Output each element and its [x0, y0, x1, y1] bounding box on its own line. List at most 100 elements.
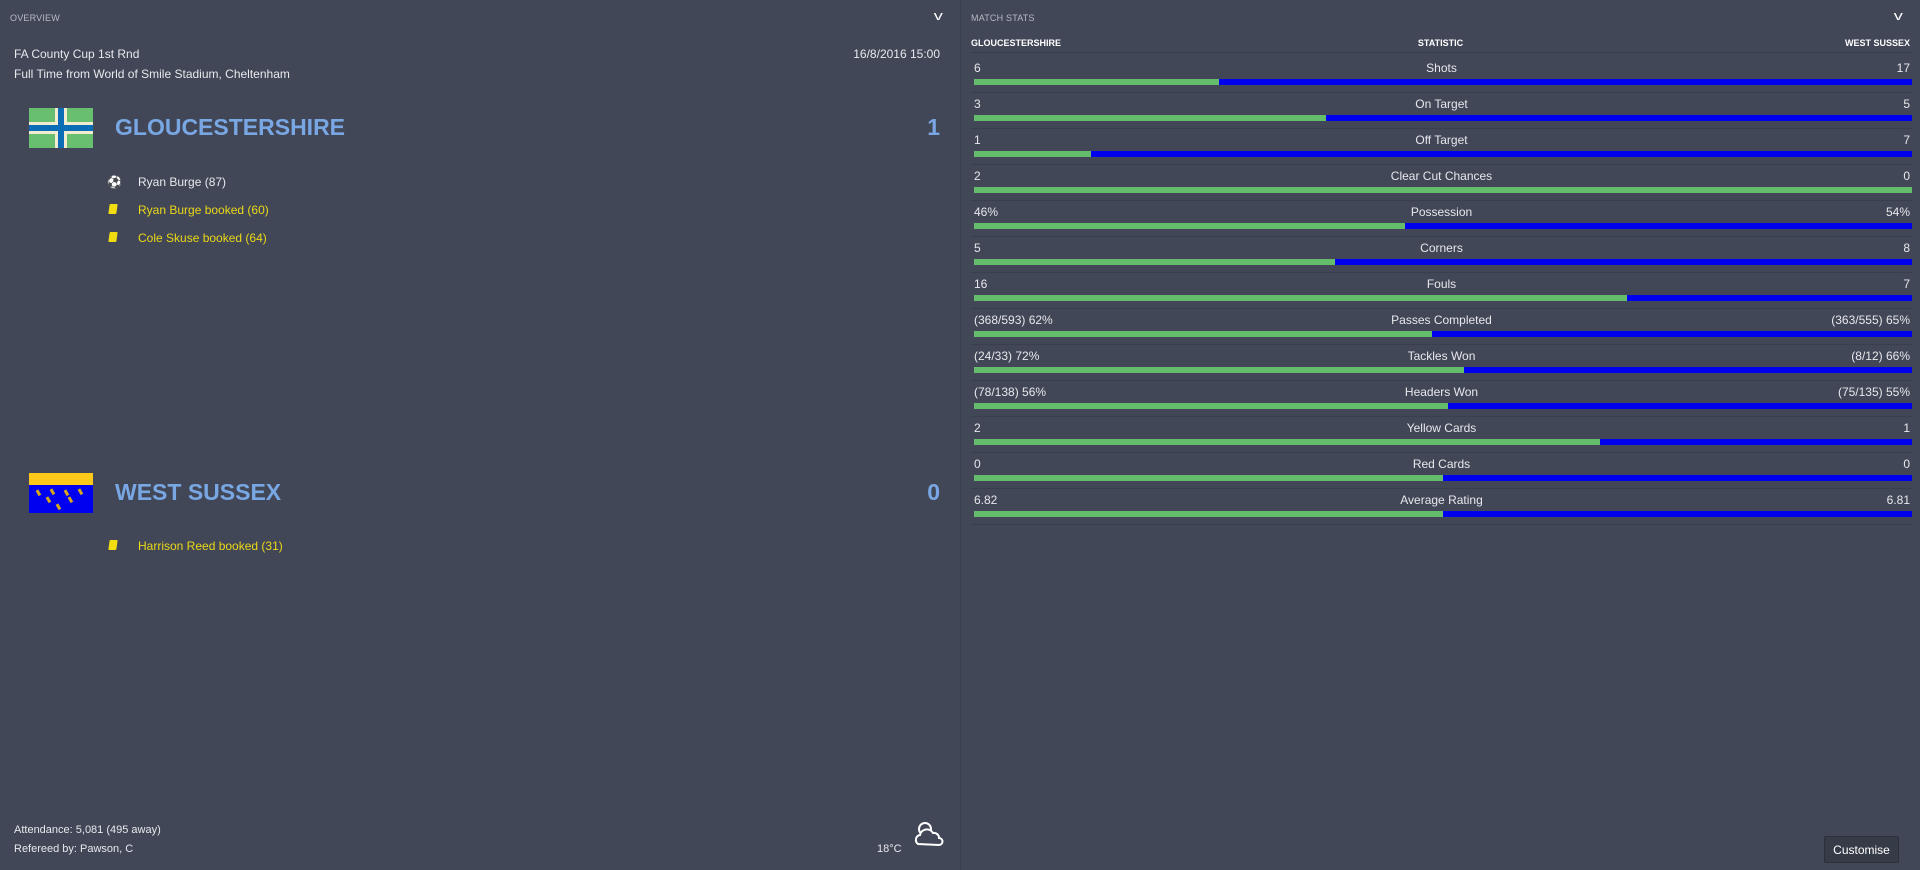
home-bar-segment: [974, 115, 1326, 121]
stat-label: Red Cards: [1412, 457, 1471, 471]
stat-label: Possession: [1410, 205, 1473, 219]
stat-row: 6.82 Average Rating 6.81: [971, 489, 1912, 525]
away-value: (8/12) 66%: [1851, 349, 1910, 363]
goal-ball-icon: ⚽: [107, 175, 122, 189]
home-bar-segment: [974, 511, 1443, 517]
stat-label: Off Target: [1415, 133, 1468, 147]
stat-row: (368/593) 62% Passes Completed (363/555) 6…: [971, 309, 1912, 345]
away-value: 5: [1903, 97, 1910, 111]
home-bar-segment: [974, 79, 1219, 85]
stat-row: (78/138) 56% Headers Won (75/135) 55%: [971, 381, 1912, 417]
attendance: Attendance: 5,081 (495 away): [14, 824, 161, 836]
away-value: 8: [1903, 241, 1910, 255]
stat-label: Yellow Cards: [1406, 421, 1477, 435]
column-header-away[interactable]: WEST SUSSEX: [1844, 38, 1910, 48]
column-header-statistic[interactable]: STATISTIC: [1417, 38, 1464, 48]
match-stats-title: MATCH STATS: [971, 13, 1035, 23]
away-value: 7: [1903, 277, 1910, 291]
stat-row: 1 Off Target 7: [971, 129, 1912, 165]
away-value: 7: [1903, 133, 1910, 147]
event-goal: ⚽ Ryan Burge (87): [107, 175, 226, 189]
stat-label: Average Rating: [1400, 493, 1483, 507]
stat-row: 6 Shots 17: [971, 57, 1912, 93]
stat-comparison-bar: [974, 115, 1912, 121]
home-value: (24/33) 72%: [974, 349, 1040, 363]
home-value: 6: [974, 61, 981, 75]
home-value: 3: [974, 97, 981, 111]
divider: [971, 52, 1912, 53]
away-value: (75/135) 55%: [1837, 385, 1910, 399]
stat-label: Corners: [1420, 241, 1463, 255]
event-text: Harrison Reed booked (31): [138, 539, 283, 553]
away-value: 17: [1896, 61, 1910, 75]
yellow-card-icon: [108, 540, 118, 550]
partly-cloudy-icon: [914, 822, 944, 847]
stat-row: 0 Red Cards 0: [971, 453, 1912, 489]
stat-comparison-bar: [974, 295, 1912, 301]
stat-label: On Target: [1415, 97, 1468, 111]
away-team-name[interactable]: WEST SUSSEX: [115, 479, 282, 505]
away-value: 6.81: [1886, 493, 1910, 507]
stat-comparison-bar: [974, 151, 1912, 157]
stat-row: 2 Yellow Cards 1: [971, 417, 1912, 453]
home-team-name[interactable]: GLOUCESTERSHIRE: [115, 114, 346, 140]
stat-comparison-bar: [974, 367, 1912, 373]
customise-button[interactable]: Customise: [1824, 836, 1899, 863]
home-value: 46%: [974, 205, 999, 219]
event-text: Ryan Burge booked (60): [138, 203, 269, 217]
chevron-down-icon[interactable]: v: [933, 8, 943, 23]
match-stats-panel: MATCH STATS v GLOUCESTERSHIRE STATISTIC …: [960, 0, 1920, 870]
stat-comparison-bar: [974, 79, 1912, 85]
event-booking: Cole Skuse booked (64): [107, 231, 267, 245]
home-value: 1: [974, 133, 981, 147]
stat-row: 2 Clear Cut Chances 0: [971, 165, 1912, 201]
home-value: 16: [974, 277, 988, 291]
home-bar-segment: [974, 151, 1092, 157]
venue: Full Time from World of Smile Stadium, C…: [14, 67, 290, 81]
home-value: (78/138) 56%: [974, 385, 1047, 399]
stat-row: (24/33) 72% Tackles Won (8/12) 66%: [971, 345, 1912, 381]
home-value: 2: [974, 421, 981, 435]
home-bar-segment: [974, 475, 1443, 481]
yellow-card-icon: [108, 232, 118, 242]
stat-row: 46% Possession 54%: [971, 201, 1912, 237]
stat-comparison-bar: [974, 331, 1912, 337]
stat-label: Shots: [1426, 61, 1457, 75]
stat-comparison-bar: [974, 403, 1912, 409]
west-sussex-flag-icon: [29, 473, 93, 513]
home-bar-segment: [974, 331, 1432, 337]
event-text: Cole Skuse booked (64): [138, 231, 267, 245]
home-bar-segment: [974, 259, 1336, 265]
stat-comparison-bar: [974, 259, 1912, 265]
column-header-home[interactable]: GLOUCESTERSHIRE: [971, 38, 1062, 48]
overview-title: OVERVIEW: [10, 13, 60, 23]
home-bar-segment: [974, 367, 1464, 373]
home-bar-segment: [974, 439, 1600, 445]
match-datetime: 16/8/2016 15:00: [853, 47, 940, 61]
away-value: (363/555) 65%: [1831, 313, 1910, 327]
home-score: 1: [927, 114, 940, 140]
stat-row: 16 Fouls 7: [971, 273, 1912, 309]
away-value: 0: [1903, 169, 1910, 183]
stat-comparison-bar: [974, 511, 1912, 517]
away-value: 0: [1903, 457, 1910, 471]
stat-row: 3 On Target 5: [971, 93, 1912, 129]
stat-comparison-bar: [974, 475, 1912, 481]
event-booking: Ryan Burge booked (60): [107, 203, 269, 217]
home-value: 5: [974, 241, 981, 255]
stat-label: Passes Completed: [1391, 313, 1492, 327]
stat-comparison-bar: [974, 187, 1912, 193]
event-text: Ryan Burge (87): [138, 175, 227, 189]
event-booking: Harrison Reed booked (31): [107, 539, 283, 553]
overview-panel: OVERVIEW v FA County Cup 1st Rnd 16/8/20…: [0, 0, 958, 870]
temperature: 18°C: [877, 843, 902, 855]
home-bar-segment: [974, 187, 1912, 193]
away-value: 54%: [1885, 205, 1910, 219]
home-bar-segment: [974, 295, 1627, 301]
chevron-down-icon[interactable]: v: [1893, 8, 1903, 23]
home-value: 0: [974, 457, 981, 471]
home-value: 6.82: [974, 493, 998, 507]
stat-label: Fouls: [1426, 277, 1457, 291]
stat-comparison-bar: [974, 223, 1912, 229]
gloucestershire-flag-icon: [29, 108, 93, 148]
